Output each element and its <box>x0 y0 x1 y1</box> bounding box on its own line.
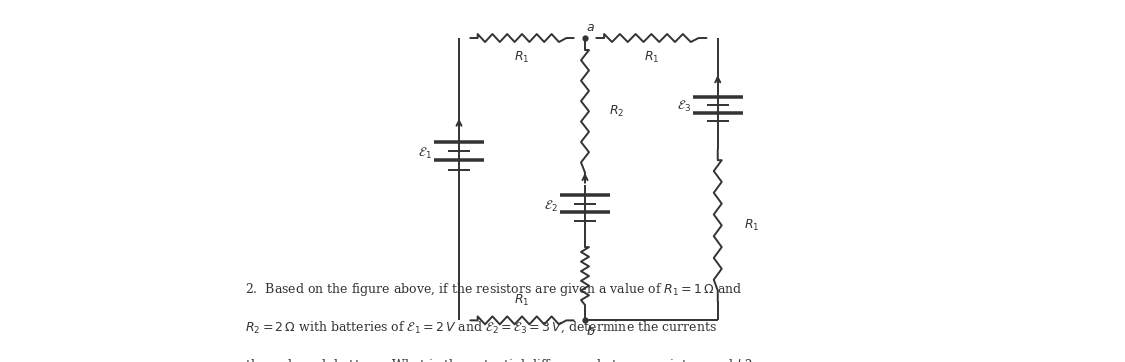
Text: $R_1$: $R_1$ <box>644 50 659 66</box>
Text: $R_1$: $R_1$ <box>744 218 759 233</box>
Text: $\mathcal{E}_1$: $\mathcal{E}_1$ <box>418 146 432 161</box>
Text: $b$: $b$ <box>586 324 595 338</box>
Text: $R_2$: $R_2$ <box>609 104 624 119</box>
Text: $a$: $a$ <box>586 21 595 34</box>
Text: $\mathcal{E}_3$: $\mathcal{E}_3$ <box>677 99 691 114</box>
Text: $R_2 = 2\,\Omega$ with batteries of $\mathcal{E}_1 = 2\,V$ and $\mathcal{E}_2 = : $R_2 = 2\,\Omega$ with batteries of $\ma… <box>245 320 718 335</box>
Text: $R_1$: $R_1$ <box>514 50 530 66</box>
Text: through each battery.  What is the potential difference between points $a$ and $: through each battery. What is the potent… <box>245 357 753 362</box>
Text: $R_1$: $R_1$ <box>514 293 530 308</box>
Text: $\mathcal{E}_2$: $\mathcal{E}_2$ <box>544 199 558 214</box>
Text: 2.  Based on the figure above, if the resistors are given a value of $R_1 = 1\,\: 2. Based on the figure above, if the res… <box>245 281 742 298</box>
